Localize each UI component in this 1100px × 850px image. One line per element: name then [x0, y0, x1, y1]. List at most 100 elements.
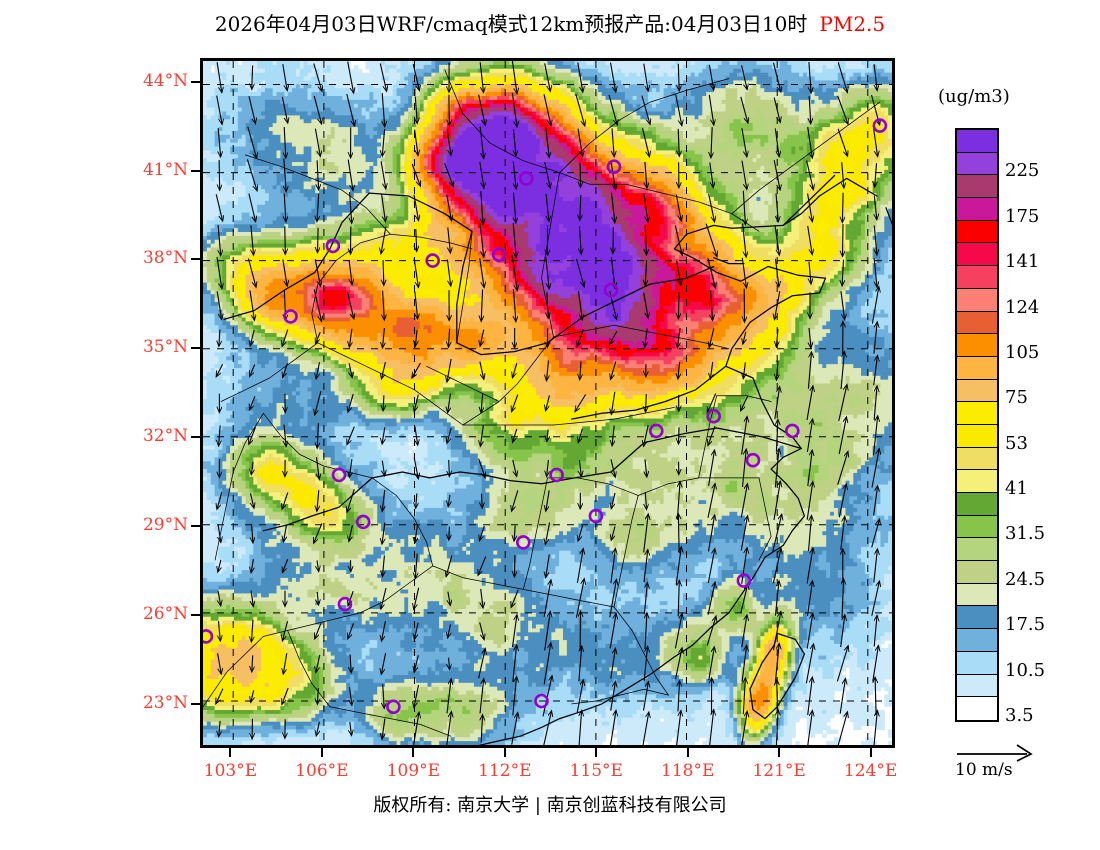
- city-marker[interactable]: [325, 238, 341, 254]
- lon-tick-mark: [412, 748, 415, 757]
- lat-tick-23: 23°N: [142, 692, 188, 713]
- lon-tick-109: 109°E: [386, 761, 441, 781]
- lon-tick-mark: [595, 748, 598, 757]
- chart-title: 2026年04月03日WRF/cmaq模式12km预报产品:04月03日10时 P…: [0, 8, 1100, 37]
- title-species-label: PM2.5: [819, 12, 886, 36]
- lon-tick-106: 106°E: [295, 761, 349, 781]
- colorbar-band-21: [957, 606, 997, 630]
- colorbar-band-18: [957, 538, 997, 562]
- wind-scale-label: 10 m/s: [955, 760, 1013, 780]
- city-marker[interactable]: [331, 467, 347, 483]
- city-marker[interactable]: [872, 118, 888, 133]
- title-main-text: 2026年04月03日WRF/cmaq模式12km预报产品:04月03日10时: [214, 12, 808, 36]
- city-marker[interactable]: [425, 253, 440, 268]
- city-marker[interactable]: [491, 247, 507, 263]
- lat-tick-mark: [191, 169, 200, 172]
- colorbar-label-175: 175: [1005, 205, 1040, 227]
- city-marker[interactable]: [337, 596, 353, 612]
- lon-tick-103: 103°E: [203, 761, 258, 781]
- lat-tick-26: 26°N: [142, 603, 188, 624]
- colorbar-band-16: [957, 493, 997, 516]
- colorbar-band-4: [957, 220, 997, 244]
- colorbar-band-19: [957, 561, 997, 584]
- city-marker[interactable]: [386, 699, 401, 715]
- city-marker[interactable]: [745, 452, 761, 468]
- city-marker[interactable]: [518, 171, 534, 186]
- city-marker[interactable]: [603, 282, 619, 298]
- colorbar-band-22: [957, 629, 997, 652]
- colorbar-label-124: 124: [1005, 296, 1040, 318]
- lat-tick-mark: [191, 80, 200, 83]
- lon-tick-mark: [229, 748, 232, 757]
- lat-tick-mark: [191, 613, 200, 616]
- lat-tick-32: 32°N: [142, 426, 188, 447]
- lat-tick-38: 38°N: [142, 248, 188, 269]
- colorbar-band-12: [957, 402, 997, 425]
- wind-reference-arrow-icon: [957, 744, 1033, 762]
- lon-tick-121: 121°E: [752, 761, 806, 781]
- colorbar-label-31.5: 31.5: [1005, 523, 1046, 545]
- colorbar-label-3.5: 3.5: [1005, 705, 1034, 726]
- colorbar-label-141: 141: [1005, 251, 1040, 273]
- wind-scale-legend: 10 m/s: [955, 742, 1085, 780]
- colorbar-units-label: (ug/m3): [938, 86, 1010, 107]
- lon-tick-mark: [869, 748, 872, 757]
- city-marker[interactable]: [588, 508, 604, 524]
- colorbar-band-17: [957, 515, 997, 539]
- lat-tick-mark: [191, 436, 200, 439]
- colorbar-band-24: [957, 674, 997, 698]
- colorbar-band-15: [957, 470, 997, 493]
- lon-tick-124: 124°E: [843, 761, 898, 781]
- city-marker[interactable]: [706, 408, 722, 424]
- pm25-concentration-map: [203, 61, 892, 745]
- city-marker[interactable]: [355, 514, 371, 530]
- lon-tick-115: 115°E: [569, 761, 623, 781]
- lat-tick-mark: [191, 258, 200, 261]
- colorbar-band-1: [957, 152, 997, 176]
- city-marker[interactable]: [736, 573, 752, 588]
- lat-tick-41: 41°N: [142, 159, 188, 180]
- copyright-footer: 版权所有: 南京大学 | 南京创蓝科技有限公司: [373, 795, 727, 816]
- colorbar-band-8: [957, 311, 997, 335]
- colorbar-band-3: [957, 198, 997, 221]
- colorbar-band-25: [957, 697, 997, 720]
- colorbar-band-14: [957, 447, 997, 471]
- colorbar-band-5: [957, 243, 997, 267]
- city-marker[interactable]: [283, 309, 298, 324]
- lon-tick-112: 112°E: [478, 761, 532, 781]
- colorbar-band-2: [957, 175, 997, 199]
- colorbar-band-6: [957, 266, 997, 289]
- lat-tick-44: 44°N: [142, 70, 188, 91]
- colorbar-band-7: [957, 288, 997, 312]
- lon-tick-mark: [778, 748, 781, 757]
- lon-tick-mark: [320, 748, 323, 757]
- lat-tick-mark: [191, 524, 200, 527]
- map-plot-area[interactable]: [200, 58, 895, 748]
- lon-tick-mark: [503, 748, 506, 757]
- lat-tick-mark: [191, 347, 200, 350]
- colorbar-label-53: 53: [1005, 432, 1028, 454]
- lat-tick-mark: [191, 702, 200, 705]
- lat-tick-35: 35°N: [142, 337, 188, 358]
- lat-tick-29: 29°N: [142, 514, 188, 535]
- colorbar-label-17.5: 17.5: [1005, 614, 1046, 636]
- city-marker[interactable]: [606, 159, 622, 174]
- colorbar-label-225: 225: [1005, 160, 1040, 182]
- colorbar-band-13: [957, 424, 997, 448]
- lon-tick-118: 118°E: [661, 761, 715, 781]
- colorbar-band-11: [957, 379, 997, 403]
- colorbar-label-105: 105: [1005, 341, 1040, 363]
- city-marker[interactable]: [515, 535, 531, 550]
- colorbar-band-0: [957, 130, 997, 153]
- city-marker[interactable]: [534, 693, 549, 709]
- pm25-colorbar[interactable]: [955, 128, 999, 722]
- city-marker[interactable]: [784, 423, 800, 439]
- city-marker[interactable]: [648, 423, 664, 439]
- colorbar-label-41: 41: [1005, 478, 1028, 500]
- city-marker[interactable]: [203, 629, 214, 644]
- colorbar-band-20: [957, 583, 997, 607]
- colorbar-band-23: [957, 651, 997, 675]
- colorbar-label-24.5: 24.5: [1005, 568, 1046, 590]
- city-marker[interactable]: [549, 467, 564, 483]
- colorbar-band-10: [957, 356, 997, 380]
